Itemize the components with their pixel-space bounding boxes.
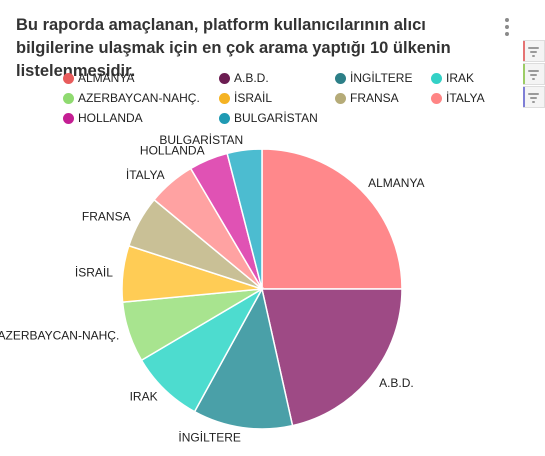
- legend-label: FRANSA: [350, 91, 399, 105]
- filter-button-1[interactable]: [523, 40, 545, 62]
- filter-button-2[interactable]: [523, 63, 545, 85]
- legend-color-dot: [431, 72, 442, 84]
- legend-item[interactable]: HOLLANDA: [63, 110, 143, 126]
- legend-label: IRAK: [446, 71, 475, 85]
- legend-item[interactable]: ALMANYA: [63, 70, 134, 86]
- legend-color-dot: [219, 112, 230, 124]
- legend-label: İNGİLTERE: [350, 71, 413, 85]
- legend-item[interactable]: AZERBAYCAN-NAHÇ.: [63, 90, 200, 106]
- filter-accent-bar: [523, 87, 525, 107]
- legend-item[interactable]: A.B.D.: [219, 70, 269, 86]
- legend-color-dot: [219, 92, 230, 104]
- pie-slice[interactable]: [193, 286, 294, 430]
- legend-item[interactable]: IRAK: [431, 70, 474, 86]
- legend-item[interactable]: FRANSA: [335, 90, 399, 106]
- legend-color-dot: [219, 72, 230, 84]
- slice-label: İTALYA: [126, 168, 165, 182]
- slice-label: FRANSA: [82, 210, 131, 224]
- legend-label: ALMANYA: [78, 71, 135, 85]
- legend-color-dot: [63, 72, 74, 84]
- slice-label: A.B.D.: [379, 376, 414, 390]
- legend-label: AZERBAYCAN-NAHÇ.: [78, 91, 200, 105]
- slice-label: İNGİLTERE: [178, 431, 240, 445]
- slice-label: İSRAİL: [75, 266, 113, 280]
- filter-accent-bar: [523, 41, 525, 61]
- legend-color-dot: [335, 92, 346, 104]
- legend-color-dot: [63, 112, 74, 124]
- more-options-button[interactable]: [498, 14, 516, 40]
- legend-item[interactable]: İTALYA: [431, 90, 485, 106]
- legend-color-dot: [431, 92, 442, 104]
- legend-item[interactable]: İSRAİL: [219, 90, 272, 106]
- legend-item[interactable]: BULGARİSTAN: [219, 110, 318, 126]
- slice-label: HOLLANDA: [140, 143, 205, 157]
- slice-label: BULGARİSTAN: [159, 133, 243, 147]
- legend-label: İSRAİL: [234, 91, 273, 105]
- chart-title: Bu raporda amaçlanan, platform kullanıcı…: [16, 16, 451, 80]
- legend-color-dot: [335, 72, 346, 84]
- legend-item[interactable]: İNGİLTERE: [335, 70, 412, 86]
- pie-slice[interactable]: [261, 288, 403, 427]
- slice-label: ALMANYA: [368, 176, 424, 190]
- pie-slice[interactable]: [226, 148, 263, 290]
- more-vertical-icon-dot: [505, 32, 509, 36]
- slice-label: AZERBAYCAN-NAHÇ.: [0, 328, 119, 342]
- legend-color-dot: [63, 92, 74, 104]
- legend-label: İTALYA: [446, 91, 485, 105]
- more-vertical-icon: [505, 18, 509, 22]
- legend-label: BULGARİSTAN: [234, 111, 318, 125]
- legend-label: A.B.D.: [234, 71, 269, 85]
- filter-accent-bar: [523, 64, 525, 84]
- more-vertical-icon-dot: [505, 25, 509, 29]
- legend-label: HOLLANDA: [78, 111, 143, 125]
- slice-label: IRAK: [130, 390, 158, 404]
- pie-slice[interactable]: [261, 148, 403, 290]
